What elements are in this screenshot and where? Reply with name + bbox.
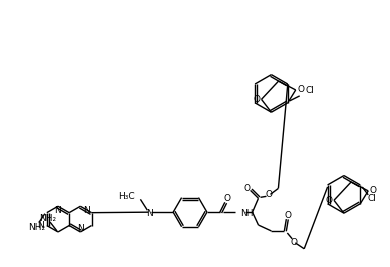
Text: N: N bbox=[37, 221, 44, 230]
Text: Cl: Cl bbox=[306, 87, 315, 95]
Text: O: O bbox=[285, 211, 292, 220]
Text: O: O bbox=[297, 85, 304, 95]
Text: O: O bbox=[266, 190, 273, 199]
Text: NH₂: NH₂ bbox=[39, 214, 57, 223]
Text: O: O bbox=[291, 238, 298, 247]
Text: O: O bbox=[223, 194, 230, 203]
Text: O: O bbox=[253, 95, 260, 104]
Text: N: N bbox=[83, 206, 90, 215]
Text: O: O bbox=[370, 186, 377, 195]
Text: Cl: Cl bbox=[368, 194, 377, 203]
Text: NH: NH bbox=[240, 209, 253, 218]
Text: O: O bbox=[326, 196, 333, 205]
Text: N: N bbox=[146, 209, 153, 218]
Text: NH₂: NH₂ bbox=[28, 223, 46, 232]
Text: H₃C: H₃C bbox=[118, 192, 135, 201]
Text: N: N bbox=[55, 206, 61, 215]
Text: O: O bbox=[243, 184, 250, 193]
Text: N: N bbox=[77, 223, 84, 233]
